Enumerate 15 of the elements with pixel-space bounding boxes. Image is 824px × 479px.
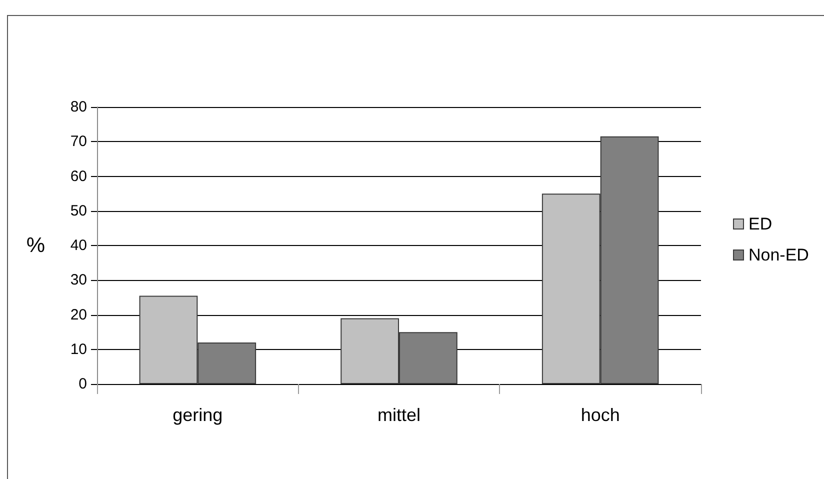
legend-label: ED bbox=[748, 214, 772, 234]
y-tick-label: 60 bbox=[70, 168, 87, 185]
y-axis-title: % bbox=[26, 234, 45, 257]
x-tick-label: hoch bbox=[580, 405, 620, 425]
x-tick-label: gering bbox=[172, 405, 223, 425]
y-tick-label: 50 bbox=[70, 202, 87, 220]
legend-label: Non-ED bbox=[748, 246, 809, 264]
x-tick-label: mittel bbox=[377, 405, 421, 425]
y-tick-label: 20 bbox=[70, 306, 87, 324]
y-tick-label: 10 bbox=[70, 340, 87, 358]
y-tick-label: 80 bbox=[70, 98, 87, 116]
y-tick-label: 30 bbox=[70, 272, 87, 289]
y-tick-label: 0 bbox=[78, 376, 87, 392]
y-tick-label: 40 bbox=[70, 237, 87, 254]
y-tick-label: 70 bbox=[70, 133, 87, 150]
